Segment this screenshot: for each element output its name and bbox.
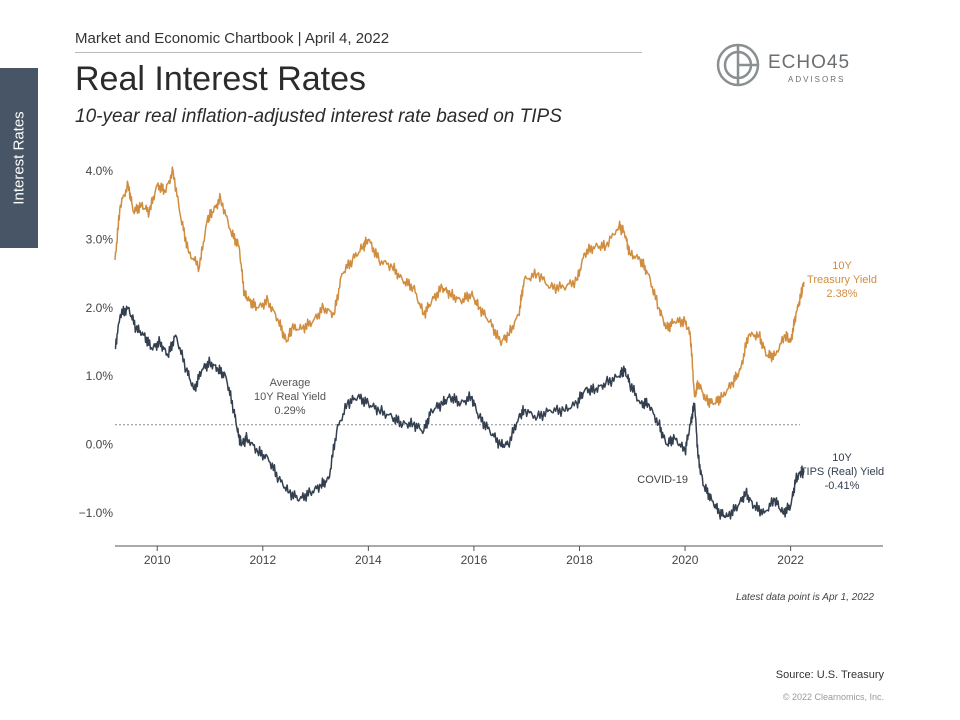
covid-annotation: COVID-19 bbox=[637, 474, 688, 486]
y-tick-label: 3.0% bbox=[86, 232, 114, 246]
tips-yield-label: TIPS (Real) Yield bbox=[800, 466, 884, 478]
x-tick-label: 2014 bbox=[355, 553, 382, 567]
average-label: 10Y Real Yield bbox=[254, 391, 326, 403]
y-tick-label: 4.0% bbox=[86, 164, 114, 178]
page-title: Real Interest Rates bbox=[75, 60, 367, 98]
average-label: 0.29% bbox=[274, 405, 305, 417]
y-tick-label: 1.0% bbox=[86, 369, 114, 383]
logo-wordmark: ECHO45 bbox=[768, 52, 851, 73]
x-tick-label: 2010 bbox=[144, 553, 171, 567]
y-tick-label: 0.0% bbox=[86, 438, 114, 452]
copyright-note: © 2022 Clearnomics, Inc. bbox=[782, 692, 884, 702]
page-subtitle: 10-year real inflation-adjusted interest… bbox=[75, 106, 562, 127]
treasury-yield-label: 2.38% bbox=[826, 288, 857, 300]
treasury-yield-label: 10Y bbox=[832, 260, 852, 272]
x-tick-label: 2022 bbox=[777, 553, 804, 567]
logo-subtext: ADVISORS bbox=[788, 75, 846, 84]
x-tick-label: 2018 bbox=[566, 553, 593, 567]
y-tick-label: 2.0% bbox=[86, 301, 114, 315]
latest-data-note: Latest data point is Apr 1, 2022 bbox=[735, 592, 874, 603]
treasury-yield-label: Treasury Yield bbox=[807, 274, 877, 286]
real-interest-rates-chart: 4.0% 3.0% 2.0% 1.0% 0.0% −1.0% 2010 2012 2014 201… bbox=[79, 164, 885, 567]
chartbook-header: Market and Economic Chartbook | April 4,… bbox=[75, 30, 390, 47]
logo-icon bbox=[716, 43, 760, 87]
header-divider bbox=[75, 52, 642, 53]
side-tab[interactable]: Interest Rates bbox=[0, 68, 38, 248]
logo: ECHO45 ADVISORS bbox=[714, 42, 864, 88]
tips-yield-label: 10Y bbox=[832, 452, 852, 464]
x-tick-label: 2012 bbox=[249, 553, 276, 567]
tips-yield-line bbox=[114, 305, 805, 520]
source-note: Source: U.S. Treasury bbox=[775, 669, 884, 681]
x-tick-label: 2016 bbox=[461, 553, 488, 567]
y-tick-label: −1.0% bbox=[79, 506, 114, 520]
treasury-yield-line bbox=[114, 166, 805, 408]
average-label: Average bbox=[270, 377, 311, 389]
tips-yield-label: -0.41% bbox=[825, 480, 860, 492]
x-tick-label: 2020 bbox=[672, 553, 699, 567]
